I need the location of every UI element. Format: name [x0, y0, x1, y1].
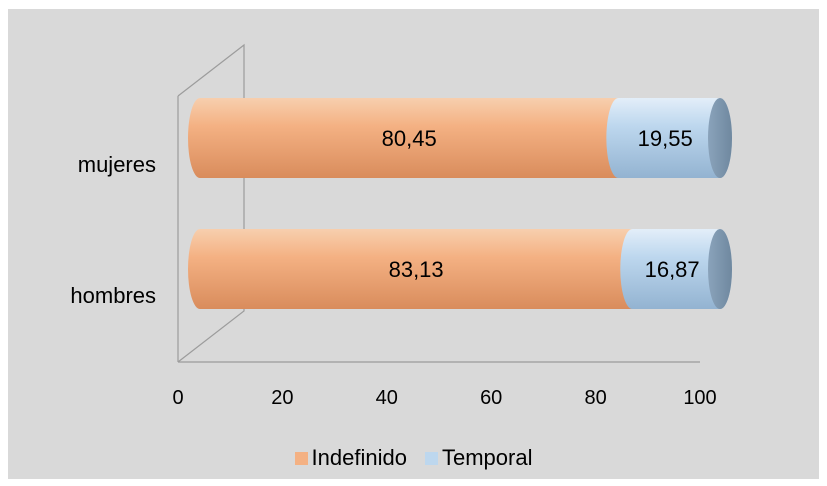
legend-swatch-indefinido [294, 451, 308, 465]
data-label-temporal-mujeres: 19,55 [638, 126, 693, 151]
x-tick-label-80: 80 [584, 387, 606, 409]
bar-end-cap-hombres [708, 229, 732, 309]
x-tick-label-20: 20 [271, 387, 293, 409]
legend: Indefinido Temporal [0, 445, 827, 471]
legend-item-indefinido: Indefinido [294, 445, 407, 471]
data-label-indefinido-hombres: 83,13 [389, 257, 444, 282]
category-label-mujeres: mujeres [78, 152, 156, 177]
x-tick-label-60: 60 [480, 387, 502, 409]
legend-label-indefinido: Indefinido [311, 445, 407, 470]
bar-end-cap-mujeres [708, 98, 732, 178]
bar-temporal-hombres [620, 229, 732, 309]
x-tick-label-0: 0 [172, 387, 183, 409]
legend-item-temporal: Temporal [424, 445, 533, 471]
category-labels: mujeres hombres [70, 152, 156, 308]
bars-group: 80,45 19,55 83,13 16,87 [188, 98, 732, 309]
axis-frame [177, 43, 700, 363]
legend-label-temporal: Temporal [441, 445, 533, 470]
x-axis-tick-labels: 0 20 40 60 80 100 [172, 387, 716, 409]
bar-indefinido-hombres [188, 229, 645, 309]
data-label-indefinido-mujeres: 80,45 [382, 126, 437, 151]
legend-swatch-temporal [424, 451, 438, 465]
data-label-temporal-hombres: 16,87 [645, 257, 700, 282]
bar-temporal-mujeres [606, 98, 732, 178]
bar-indefinido-mujeres [188, 98, 631, 178]
category-label-hombres: hombres [70, 283, 156, 308]
x-tick-label-40: 40 [376, 387, 398, 409]
x-tick-label-100: 100 [683, 387, 716, 409]
